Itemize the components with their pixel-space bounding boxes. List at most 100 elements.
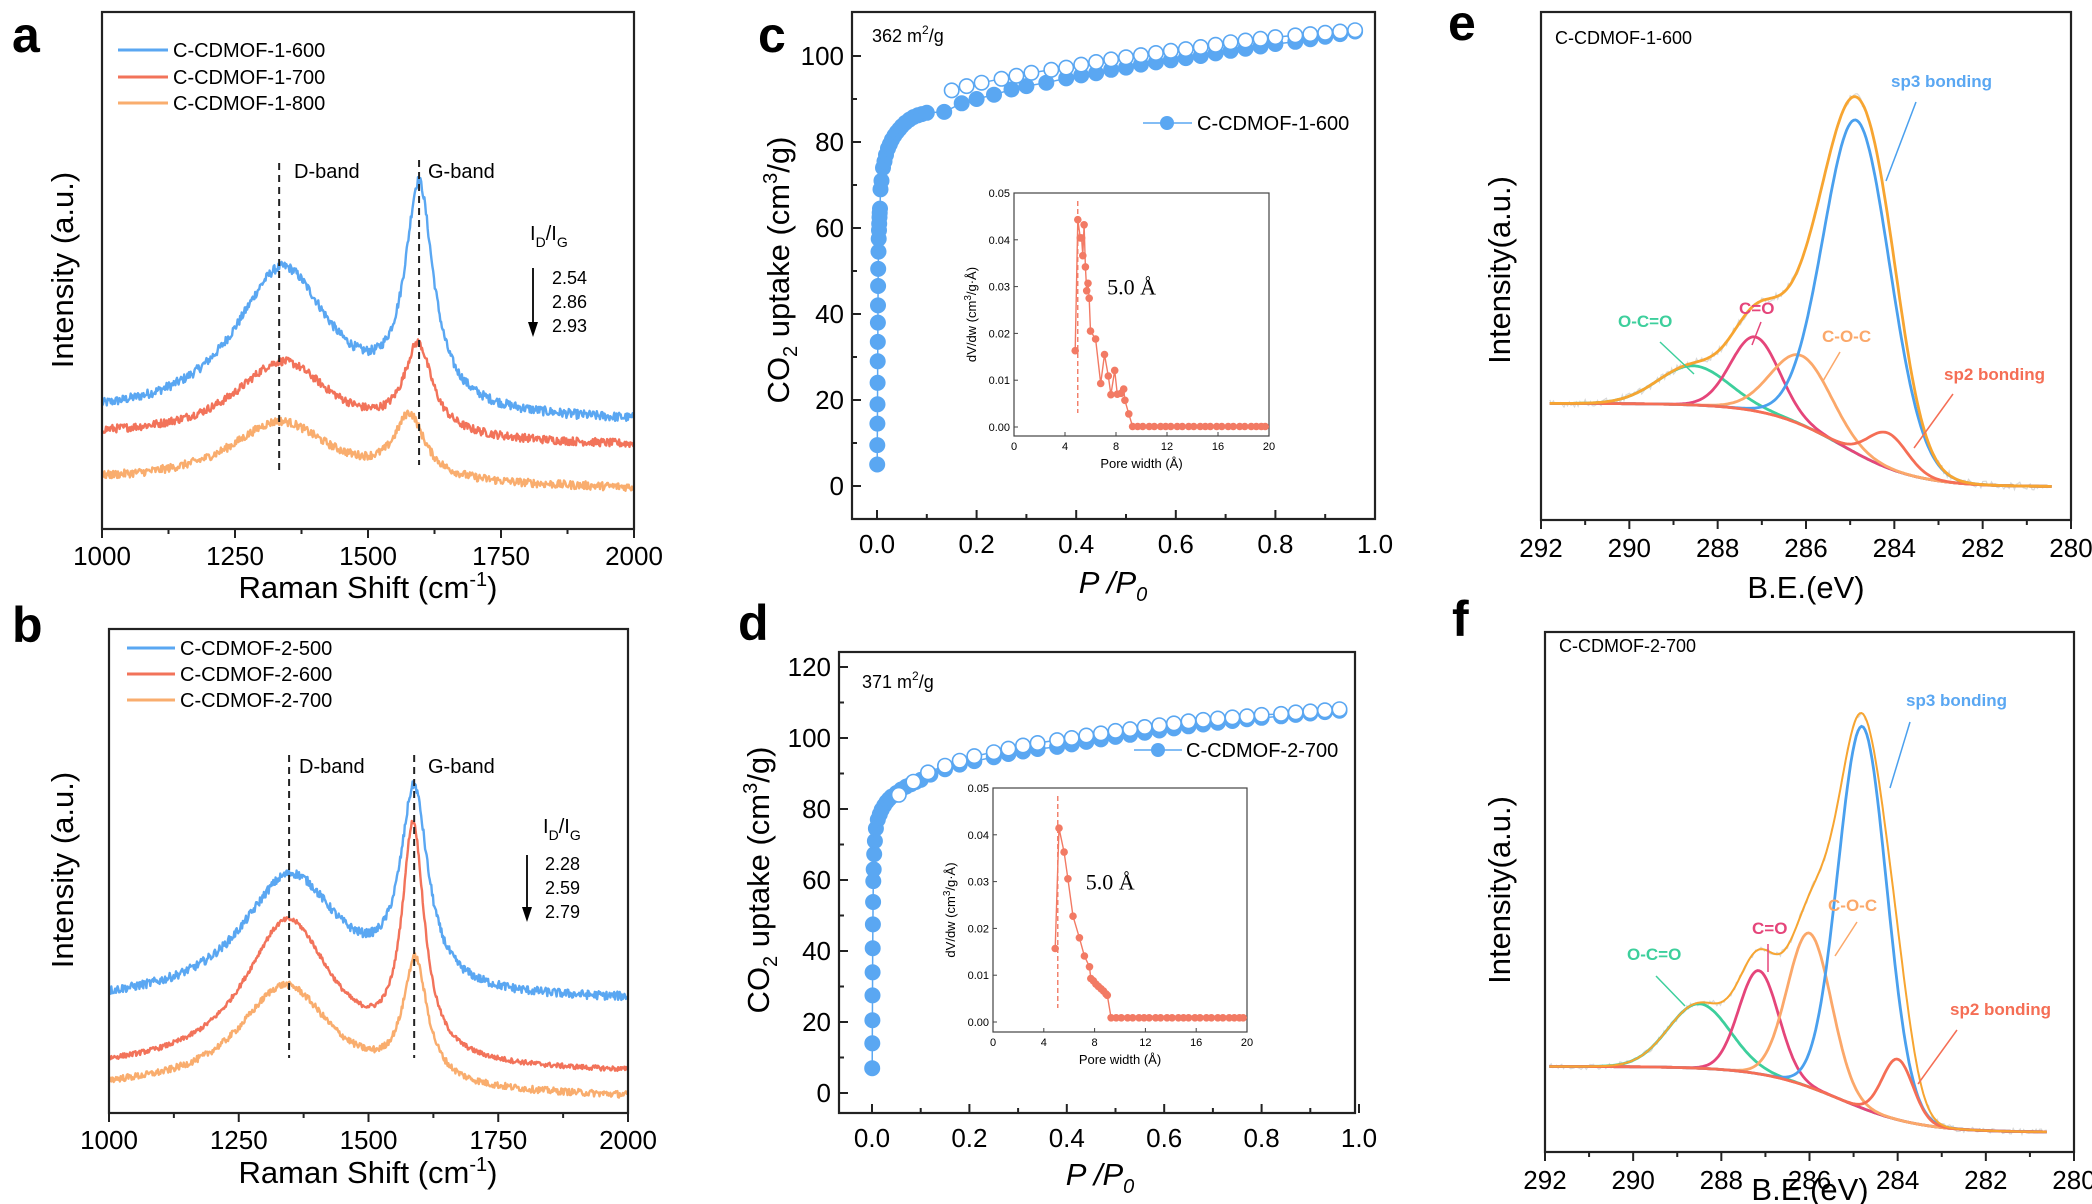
inset-psd-point-c <box>1178 422 1187 431</box>
panel-a-x-axis-title: Raman Shift (cm-1) <box>239 569 498 605</box>
panel-f-plot-area <box>1548 711 2047 1137</box>
isotherm-point-desorption <box>936 757 953 774</box>
isotherm-point-desorption <box>1347 22 1364 39</box>
isotherm-point-desorption <box>1180 713 1197 730</box>
legend-label-b-2: C-CDMOF-2-700 <box>180 690 332 712</box>
panel-c-x-axis-title: P /P0 <box>1079 565 1148 606</box>
legend-label-c: C-CDMOF-1-600 <box>1197 113 1349 135</box>
isotherm-point-desorption <box>1103 51 1120 68</box>
inset-y-tick-label-c: 0.01 <box>989 375 1010 387</box>
isotherm-point-adsorption <box>869 374 886 391</box>
panel-c-x-ticks: 0.0 0.2 0.4 0.6 0.8 1.0 <box>859 510 1393 559</box>
isotherm-point-adsorption <box>953 95 970 112</box>
isotherm-point-desorption <box>1122 721 1139 738</box>
panel-a-y-axis-title: Intensity (a.u.) <box>45 172 80 368</box>
x-tick-label-b: 2000 <box>599 1125 657 1155</box>
xps-component-sp2-bonding-e <box>1549 402 2052 488</box>
panel-e-plot-area <box>1549 93 2052 492</box>
inset-psd-point-c <box>1206 422 1215 431</box>
isotherm-point-desorption <box>1192 38 1209 55</box>
panel-f-pointer-sp2 <box>1917 1029 1958 1085</box>
isotherm-point-adsorption <box>936 103 953 120</box>
isotherm-point-adsorption <box>985 86 1002 103</box>
raman-curve-b-0 <box>108 780 628 1002</box>
inset-psd-point-c <box>1074 215 1082 224</box>
xps-component-c-o-c-f <box>1549 931 2047 1134</box>
panel-d-legend: C-CDMOF-2-700 <box>1134 740 1338 762</box>
isotherm-point-adsorption <box>869 437 886 454</box>
panel-letter-a: a <box>12 7 41 63</box>
isotherm-point-desorption <box>1302 26 1319 43</box>
panel-e-x-ticks: 292 290 288 286 284 282 280 <box>1519 520 2092 563</box>
isotherm-point-desorption <box>905 773 922 790</box>
y-tick-label-d: 40 <box>802 936 831 966</box>
panel-b-d-band-label: D-band <box>299 756 365 778</box>
panel-e-label-coc: C-O-C <box>1822 327 1871 346</box>
inset-psd-point-c <box>1071 346 1079 355</box>
x-tick-label-f: 284 <box>1876 1165 1919 1195</box>
inset-x-tick-label-c: 4 <box>1062 441 1068 453</box>
panel-b-x-ticks: 1000 1250 1500 1750 2000 <box>80 1113 657 1155</box>
inset-peak-annotation-d: 5.0 Å <box>1086 870 1135 895</box>
x-tick-label-e: 280 <box>2049 533 2092 563</box>
inset-y-tick-label-c: 0.00 <box>989 422 1010 434</box>
inset-psd-point-d <box>1128 1014 1137 1022</box>
isotherm-point-adsorption <box>864 1060 881 1077</box>
inset-x-tick-label-d: 0 <box>990 1037 996 1049</box>
panel-c-plot-area <box>869 22 1364 473</box>
isotherm-point-desorption <box>1253 706 1270 723</box>
isotherm-point-desorption <box>1029 734 1046 751</box>
panel-b-ratio-0: 2.28 <box>545 854 580 874</box>
y-tick-label-d: 80 <box>802 794 831 824</box>
isotherm-point-desorption <box>1252 30 1269 47</box>
inset-psd-point-d <box>1051 944 1059 953</box>
inset-psd-point-c <box>1167 422 1175 431</box>
panel-a-ratio-2: 2.93 <box>552 316 587 336</box>
panel-c-inset-psd: 0 4 8 12 16 20 0.00 0.01 0.02 0.03 0.04 0.05 Pore wi… <box>963 188 1275 471</box>
isotherm-point-desorption <box>1008 67 1025 84</box>
isotherm-point-adsorption <box>968 91 985 108</box>
y-tick-label-c: 40 <box>815 299 844 329</box>
inset-psd-point-d <box>1085 963 1094 971</box>
raman-curve-a-1 <box>101 338 635 449</box>
inset-y-tick-label-d: 0.05 <box>968 783 989 795</box>
inset-x-axis-title-c: Pore width (Å) <box>1100 456 1182 471</box>
inset-psd-point-d <box>1064 875 1072 883</box>
inset-x-tick-label-c: 12 <box>1161 441 1173 453</box>
panel-b-legend: C-CDMOF-2-500 C-CDMOF-2-600 C-CDMOF-2-70… <box>127 638 332 712</box>
inset-x-axis-title-d: Pore width (Å) <box>1079 1052 1161 1067</box>
xps-component-c-o-e <box>1549 335 2052 488</box>
panel-letter-c: c <box>758 7 786 63</box>
panel-f-label-coc: C-O-C <box>1828 896 1877 915</box>
panel-e-pointer-co <box>1751 321 1762 346</box>
panel-a-plot-area <box>100 176 635 492</box>
inset-y-axis-title-c: dV/dw (cm3/g·Å) <box>963 267 979 362</box>
inset-psd-point-c <box>1077 234 1086 242</box>
y-tick-label-d: 20 <box>802 1007 831 1037</box>
isotherm-point-desorption <box>1207 36 1224 53</box>
xps-envelope-e <box>1549 95 2052 488</box>
legend-label-b-0: C-CDMOF-2-500 <box>180 638 332 660</box>
panel-a-ratio-1: 2.86 <box>552 292 587 312</box>
inset-psd-point-c <box>1085 294 1093 303</box>
inset-psd-point-d <box>1168 1014 1176 1022</box>
panel-c-y-axis-title: CO2 uptake (cm3/g) <box>760 137 802 404</box>
panel-e-pointer-occo <box>1659 341 1695 375</box>
x-tick-label-d: 1.0 <box>1341 1123 1377 1153</box>
x-tick-label-e: 290 <box>1608 533 1651 563</box>
inset-x-tick-label-d: 20 <box>1241 1037 1253 1049</box>
inset-y-tick-label-c: 0.04 <box>989 235 1010 247</box>
isotherm-point-desorption <box>1043 61 1060 78</box>
isotherm-point-desorption <box>1317 24 1334 41</box>
panel-letter-e: e <box>1448 0 1476 51</box>
isotherm-point-adsorption <box>869 297 886 314</box>
inset-psd-point-c <box>1100 350 1109 359</box>
panel-d-frame <box>837 650 1357 1115</box>
isotherm-point-desorption <box>1107 722 1124 739</box>
inset-y-axis-title-d: dV/dw (cm3/g·Å) <box>942 862 958 957</box>
inset-frame-c <box>1013 192 1270 437</box>
x-tick-label-a: 1250 <box>206 541 264 571</box>
isotherm-point-desorption <box>1058 59 1075 76</box>
